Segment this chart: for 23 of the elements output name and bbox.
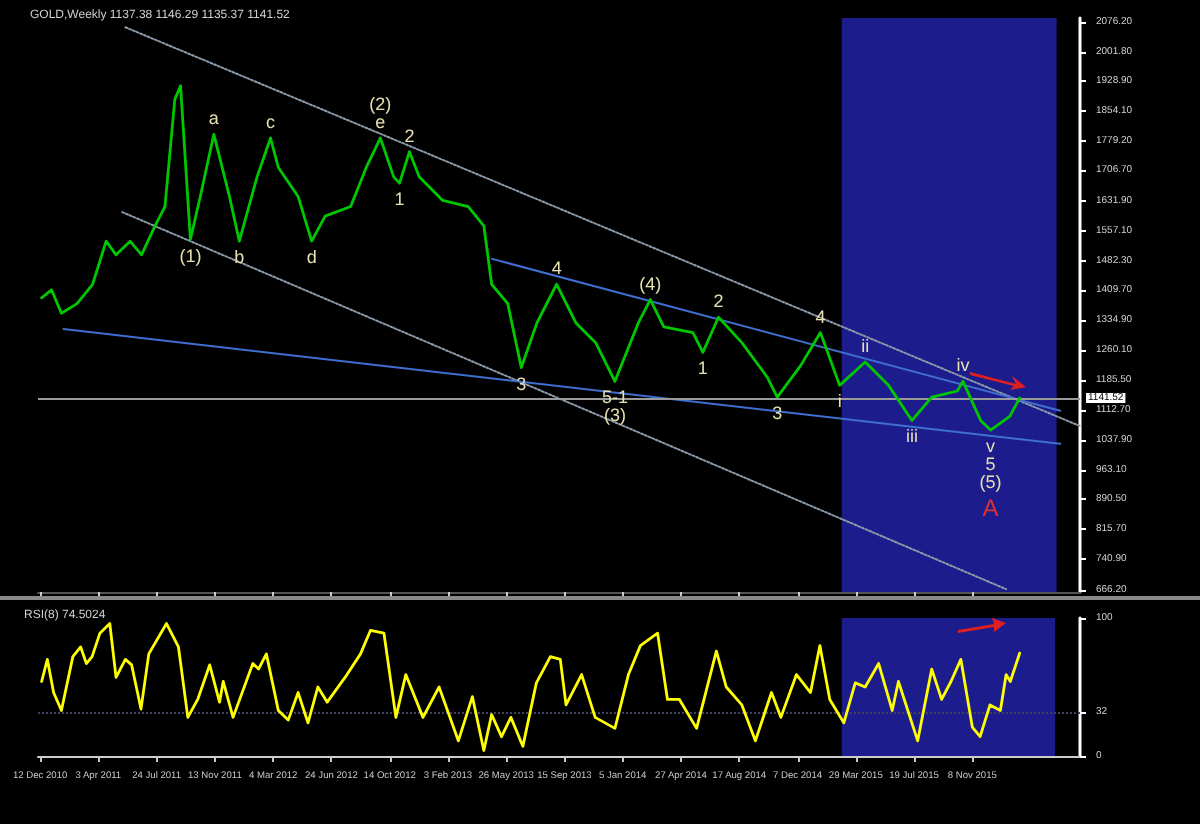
annotation: a — [208, 108, 219, 129]
annotation: A — [982, 494, 999, 523]
annotation: (1) — [179, 245, 202, 266]
line-series — [40, 622, 1022, 752]
annotation: 1 — [697, 358, 708, 379]
annotation: ii — [861, 336, 870, 356]
annotation: (3) — [603, 405, 626, 426]
annotation: v — [986, 436, 997, 457]
annotation: (2) — [369, 94, 392, 115]
annotation: d — [306, 247, 317, 268]
annotation: (5) — [979, 472, 1002, 493]
annotation: 1 — [394, 189, 405, 210]
annotation: (4) — [639, 273, 662, 294]
annotation: c — [266, 112, 277, 133]
annotation: 4 — [551, 258, 562, 279]
annotation: e — [375, 112, 386, 133]
annotation: 5 — [985, 454, 996, 475]
annotation: iv — [956, 355, 971, 376]
annotation: 2 — [713, 291, 724, 312]
annotation: i — [837, 391, 842, 412]
line-series — [40, 84, 1022, 432]
annotation: 2 — [404, 125, 415, 146]
annotation: iii — [905, 426, 918, 447]
